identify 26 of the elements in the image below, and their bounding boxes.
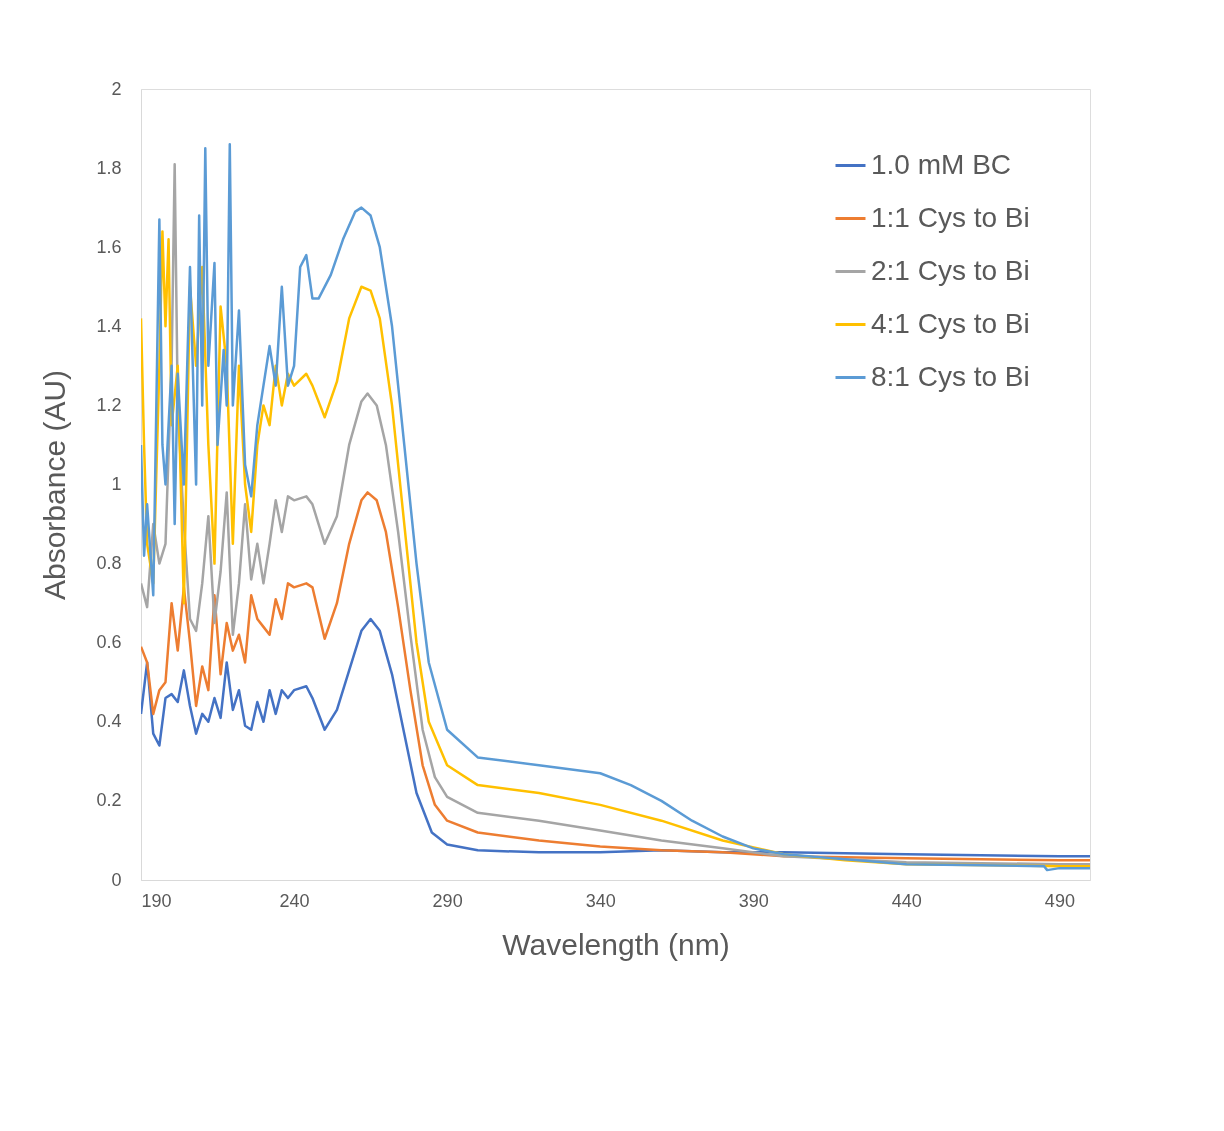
y-tick-label: 1.2 bbox=[96, 394, 122, 415]
y-tick-label: 1.8 bbox=[96, 157, 122, 178]
x-tick-label: 290 bbox=[432, 890, 463, 911]
x-tick-label: 440 bbox=[891, 890, 922, 911]
legend-label: 4:1 Cys to Bi bbox=[871, 307, 1030, 339]
x-axis-title: Wavelength (nm) bbox=[502, 927, 730, 961]
y-axis-title: Absorbance (AU) bbox=[38, 369, 72, 601]
y-tick-label: 0.4 bbox=[96, 711, 122, 732]
x-tick-label: 490 bbox=[1044, 890, 1075, 911]
x-tick-label: 190 bbox=[141, 890, 172, 911]
y-tick-label: 0 bbox=[111, 869, 122, 890]
x-tick-label: 340 bbox=[585, 890, 616, 911]
legend-label: 1.0 mM BC bbox=[871, 148, 1012, 180]
y-tick-label: 0.6 bbox=[96, 632, 122, 653]
legend-label: 2:1 Cys to Bi bbox=[871, 254, 1030, 286]
y-tick-label: 1.4 bbox=[96, 315, 122, 336]
legend-label: 1:1 Cys to Bi bbox=[871, 201, 1030, 233]
y-tick-label: 0.2 bbox=[96, 790, 122, 811]
y-tick-label: 2 bbox=[111, 78, 122, 99]
line-series bbox=[141, 491, 1090, 862]
y-tick-label: 1.6 bbox=[96, 236, 122, 257]
y-tick-label: 0.8 bbox=[96, 553, 122, 574]
x-tick-label: 390 bbox=[738, 890, 769, 911]
y-tick-label: 1 bbox=[111, 474, 122, 494]
legend-label: 8:1 Cys to Bi bbox=[871, 360, 1030, 392]
x-tick-label: 240 bbox=[279, 890, 310, 911]
